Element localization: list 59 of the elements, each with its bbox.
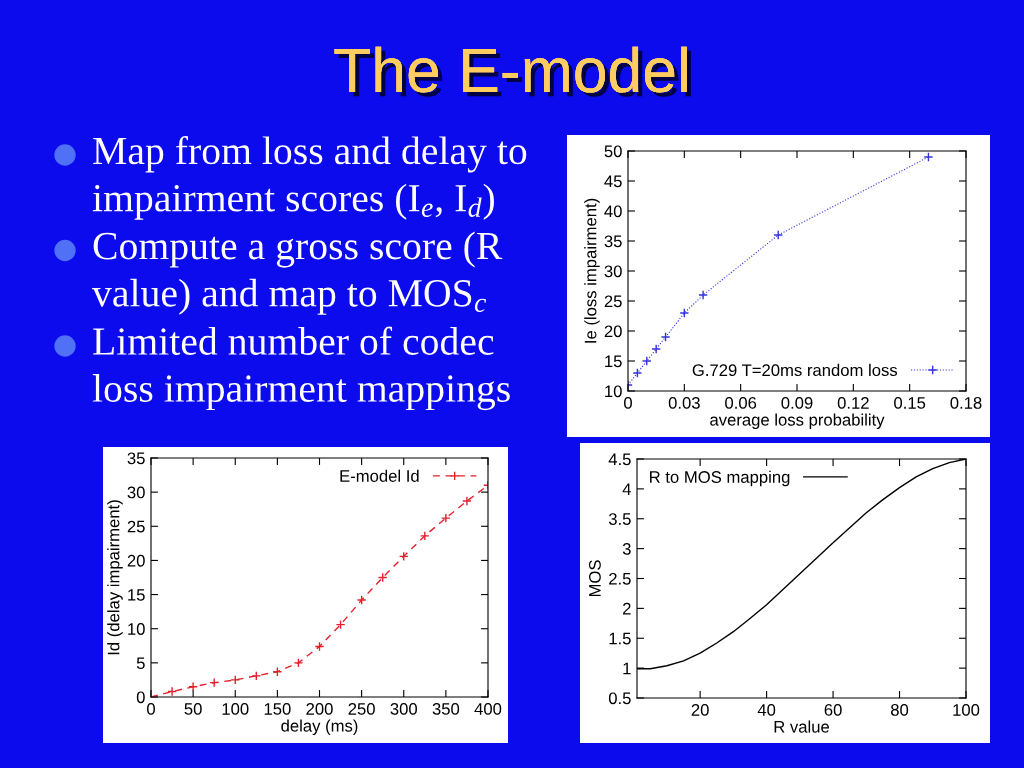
y-tick-label: 4 [622, 483, 631, 495]
y-tick-label: 20 [604, 325, 622, 338]
y-tick-label: 1 [623, 662, 631, 675]
y-axis-title: MOS [589, 560, 601, 597]
y-tick-label: 20 [127, 554, 145, 567]
y-tick-label: 1.5 [609, 632, 631, 645]
y-tick-label: 0 [136, 691, 145, 704]
x-tick-label: 150 [264, 703, 291, 715]
y-tick-label: 15 [605, 355, 622, 368]
legend-label: G.729 T=20ms random loss [692, 363, 898, 377]
x-tick-label: 20 [691, 704, 709, 716]
x-tick-label: 100 [953, 704, 980, 716]
y-tick-label: 30 [604, 265, 622, 278]
y-tick-label: 35 [127, 452, 145, 465]
text: Compute a gross score (R value) and map to MOS$_{c}$ [92, 231, 503, 315]
x-tick-label: 0.03 [668, 397, 700, 409]
y-tick-label: 5 [136, 657, 145, 670]
y-tick-label: 4.5 [608, 453, 631, 466]
y-tick-label: 50 [604, 145, 622, 158]
x-tick-label: 200 [306, 703, 333, 715]
y-tick-label: 45 [604, 175, 622, 188]
x-tick-label: 80 [890, 704, 909, 716]
legend-label: E-model Id [340, 469, 419, 482]
x-tick-label: 40 [757, 704, 776, 716]
x-tick-label: 0 [147, 703, 155, 715]
x-tick-label: 60 [824, 704, 842, 716]
y-tick-label: 0.5 [608, 692, 631, 705]
y-tick-label: 3 [622, 543, 631, 555]
y-tick-label: 15 [128, 589, 145, 601]
x-tick-label: 50 [184, 703, 202, 715]
y-tick-label: 25 [604, 295, 622, 308]
x-tick-label: 350 [432, 703, 460, 715]
x-tick-label: 0.18 [950, 397, 982, 409]
x-axis-title: R value [774, 720, 830, 733]
x-tick-label: 0.15 [894, 397, 926, 409]
legend-label: R to MOS mapping [650, 470, 790, 487]
text: Map from loss and delay to impairment scores (I$_{e}$, I$_{d}$) [92, 136, 527, 220]
x-tick-label: 400 [474, 703, 502, 715]
x-tick-label: 0.06 [725, 397, 757, 409]
y-tick-label: 25 [127, 520, 145, 533]
y-tick-label: 3.5 [608, 513, 631, 525]
x-tick-label: 0.09 [781, 397, 813, 409]
x-tick-label: 100 [222, 703, 249, 715]
text: Limited number of codec loss impairment mappings [92, 326, 510, 411]
x-tick-label: 300 [390, 703, 417, 715]
y-axis-title: Id (delay impairment) [107, 500, 123, 655]
x-axis-title: average loss probability [710, 413, 885, 430]
x-axis-title: delay (ms) [281, 719, 358, 736]
y-tick-label: 2.5 [609, 572, 631, 585]
y-tick-label: 10 [605, 385, 622, 398]
text: The E-model [334, 46, 691, 97]
y-tick-label: 10 [128, 623, 145, 635]
y-tick-label: 2 [623, 602, 631, 615]
x-tick-label: 0.12 [837, 397, 869, 409]
y-axis-title: Ie (loss impairment) [584, 198, 600, 343]
y-tick-label: 30 [127, 486, 145, 499]
y-tick-label: 35 [604, 235, 622, 248]
x-tick-label: 250 [348, 703, 375, 715]
y-tick-label: 40 [604, 205, 622, 218]
